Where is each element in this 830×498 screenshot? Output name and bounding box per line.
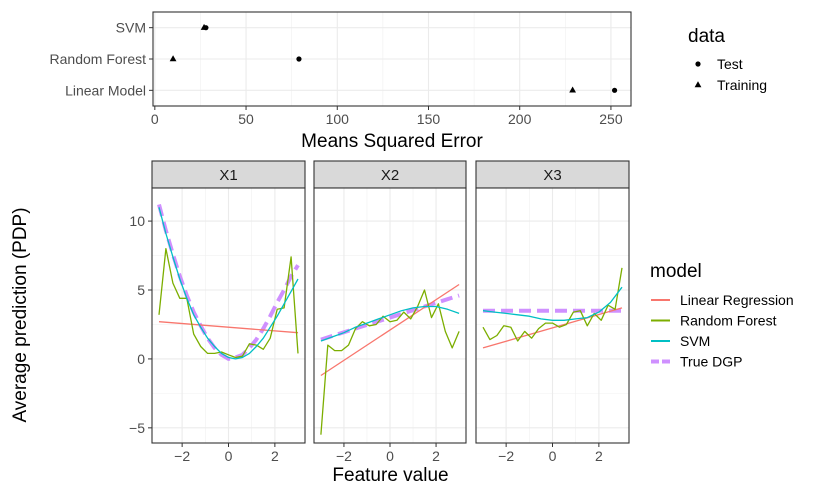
x-tick-label: −2 — [498, 448, 514, 464]
line-x3-random-forest — [482, 267, 623, 342]
x-tick-label: 2 — [595, 448, 603, 464]
facet-strip-x3 — [475, 160, 630, 189]
x-tick-label: 2 — [432, 448, 440, 464]
y-axis-title-pdp: Average prediction (PDP) — [10, 207, 31, 422]
point-training-random-forest — [169, 55, 177, 62]
line-x3-svm — [482, 286, 623, 321]
x-tick-label: −2 — [336, 448, 352, 464]
legend-label-training: Training — [717, 77, 767, 93]
legend-label-true-dgp: True DGP — [680, 354, 743, 370]
facet-strip-x1 — [151, 160, 306, 189]
line-x3-linear-regression — [482, 307, 623, 349]
y-tick-label: 5 — [137, 282, 145, 298]
line-x1-svm — [158, 207, 299, 360]
y-tick-label-svm: SVM — [116, 20, 146, 36]
x-axis-title-mse: Means Squared Error — [301, 131, 483, 152]
x-axis-title-feature: Feature value — [332, 465, 448, 486]
x-tick-label: 0 — [549, 448, 557, 464]
legend-label-svm: SVM — [680, 333, 710, 349]
legend-label-random-forest: Random Forest — [680, 313, 777, 329]
x-tick-label-100: 100 — [326, 111, 350, 127]
line-x1-linear-regression — [158, 321, 299, 334]
data-legend: data Test Training — [688, 26, 767, 93]
x-tick-label: −2 — [174, 448, 190, 464]
legend-key-training — [694, 81, 702, 88]
point-training-linear-model — [569, 86, 577, 93]
legend-title-model: model — [650, 261, 702, 282]
point-test-linear-model — [611, 87, 618, 93]
model-legend: model Linear Regression Random Forest SVM Tr… — [650, 261, 794, 370]
y-tick-label: 10 — [129, 213, 145, 229]
facet-strip-label-x2: X2 — [381, 167, 399, 184]
x-tick-label-200: 200 — [508, 111, 532, 127]
x-tick-label-250: 250 — [599, 111, 623, 127]
facet-x3: X3 −2 0 2 — [475, 160, 630, 464]
line-x2-random-forest — [320, 289, 460, 435]
y-tick-label: 0 — [137, 351, 145, 367]
x-tick-label-150: 150 — [417, 111, 441, 127]
facet-x1: X1 −2 0 2 −5 0 5 10 — [129, 160, 306, 464]
line-x2-linear-regression — [320, 283, 460, 377]
line-x1-true-dgp — [157, 203, 300, 361]
x-tick-label: 0 — [386, 448, 394, 464]
mse-panel — [152, 11, 632, 107]
y-tick-label: −5 — [129, 420, 145, 436]
legend-key-test — [695, 61, 701, 67]
x-tick-label: 0 — [225, 448, 233, 464]
y-tick-label-random-forest: Random Forest — [50, 51, 147, 67]
point-training-svm — [200, 23, 208, 30]
y-tick-label-linear-model: Linear Model — [65, 82, 146, 98]
facet-strip-label-x3: X3 — [543, 167, 561, 184]
facet-x2: X2 −2 0 2 — [313, 160, 467, 464]
facet-strip-label-x1: X1 — [219, 167, 237, 184]
legend-title-data: data — [688, 26, 725, 47]
x-tick-label-0: 0 — [151, 111, 159, 127]
legend-label-linear-regression: Linear Regression — [680, 292, 794, 308]
legend-label-test: Test — [717, 56, 743, 72]
mse-axes: SVM Random Forest Linear Model 0 50 100 150 200… — [50, 20, 623, 152]
x-tick-label-50: 50 — [238, 111, 254, 127]
line-x2-svm — [320, 305, 460, 342]
facet-strip-x2 — [313, 160, 467, 189]
point-test-random-forest — [296, 56, 302, 62]
x-tick-label: 2 — [271, 448, 279, 464]
